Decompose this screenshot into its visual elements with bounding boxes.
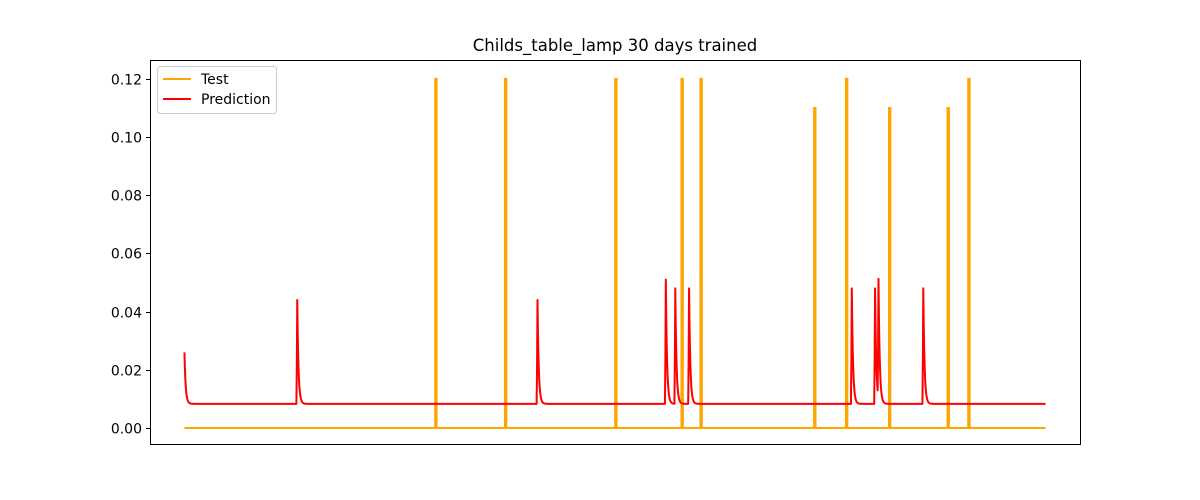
y-tick-label: 0.08 [111, 189, 142, 205]
y-axis-ticks: 0.00 0.02 0.04 0.06 0.08 0.10 0.12 [111, 73, 150, 438]
y-tick-label: 0.00 [111, 422, 142, 438]
series-line-test [184, 77, 1046, 429]
legend: Test Prediction [157, 66, 277, 114]
y-tick-label: 0.06 [111, 247, 142, 263]
y-tick-label: 0.10 [111, 131, 142, 147]
chart-title: Childs_table_lamp 30 days trained [473, 36, 757, 56]
y-tick-label: 0.04 [111, 306, 142, 322]
legend-label-test: Test [200, 72, 229, 88]
series-lines [183, 77, 1047, 429]
plot-frame [150, 60, 1081, 445]
series-line-prediction [183, 277, 1047, 405]
y-tick-label: 0.12 [111, 73, 142, 89]
legend-label-prediction: Prediction [201, 92, 271, 108]
y-tick-label: 0.02 [111, 364, 142, 380]
